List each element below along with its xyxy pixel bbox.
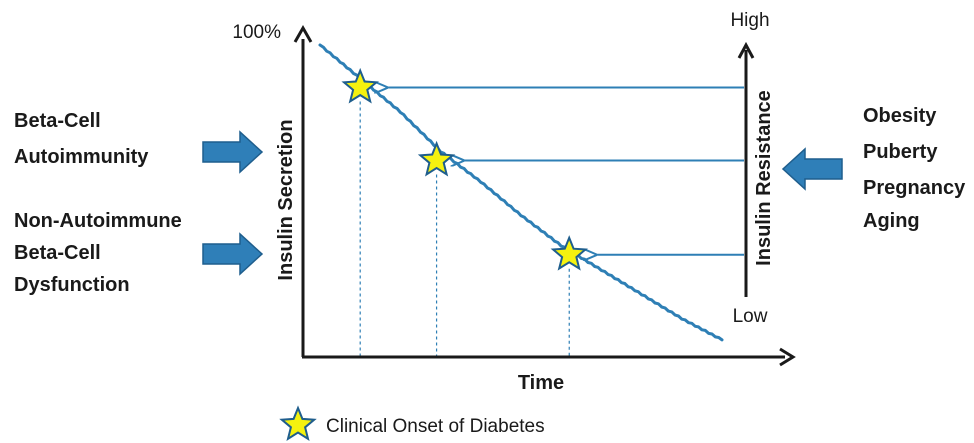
- left-factor-beta-cell-autoimmunity: Beta-Cell Autoimmunity: [14, 110, 149, 168]
- left-factor-non-autoimmune-dysfunction: Non-Autoimmune Beta-Cell Dysfunction: [14, 210, 182, 296]
- y-axis-label: Insulin Secretion: [275, 119, 297, 280]
- resistance-axis-high: High: [730, 10, 769, 31]
- block-arrow-icon: [202, 232, 264, 276]
- onset-guide-lines: [359, 101, 570, 356]
- onset-stars: [341, 67, 588, 271]
- resistance-arrows: [386, 88, 744, 255]
- resistance-axis-low: Low: [733, 306, 768, 327]
- factor-label-line: Autoimmunity: [14, 146, 149, 168]
- factor-label-line: Non-Autoimmune: [14, 210, 182, 232]
- legend-label: Clinical Onset of Diabetes: [326, 416, 545, 437]
- star-icon: [417, 140, 456, 177]
- factor-label-line: Dysfunction: [14, 274, 130, 296]
- factor-label-line: Beta-Cell: [14, 242, 101, 264]
- right-factors: Obesity Puberty Pregnancy Aging: [863, 105, 966, 232]
- x-axis-arrow-icon: [779, 347, 796, 367]
- x-axis-label: Time: [518, 372, 564, 394]
- right-factor-aging: Aging: [863, 210, 920, 232]
- star-icon: [550, 235, 588, 271]
- legend: Clinical Onset of Diabetes: [279, 405, 545, 441]
- star-icon: [341, 67, 379, 104]
- right-factor-obesity: Obesity: [863, 105, 937, 127]
- insulin-secretion-curve: [318, 43, 724, 342]
- y-axis-arrow-icon: [293, 24, 313, 43]
- star-icon: [279, 405, 317, 441]
- star-icon: [279, 405, 317, 441]
- y-axis-top-tick: 100%: [232, 22, 281, 43]
- right-factor-pregnancy: Pregnancy: [863, 177, 966, 199]
- factor-label-line: Beta-Cell: [14, 110, 101, 132]
- block-arrow-icon: [202, 130, 264, 174]
- right-factor-puberty: Puberty: [863, 141, 938, 163]
- resistance-axis-label: Insulin Resistance: [753, 90, 775, 266]
- resistance-axis-arrow-icon: [737, 41, 755, 59]
- block-arrow-icon: [781, 147, 843, 191]
